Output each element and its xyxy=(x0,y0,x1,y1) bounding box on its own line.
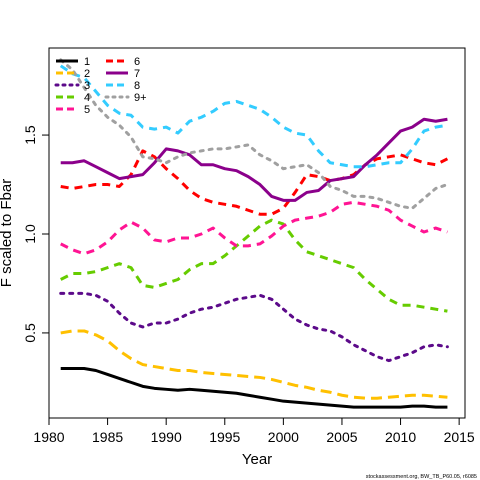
legend-label: 1 xyxy=(84,56,90,68)
legend-item: 9+ xyxy=(104,92,147,104)
x-tick-label: 2000 xyxy=(268,429,299,445)
series-line-9plus xyxy=(59,58,449,210)
y-tick-label: 1.0 xyxy=(22,224,38,244)
series-line-1 xyxy=(60,367,448,409)
legend-label: 5 xyxy=(84,104,90,116)
x-axis-label: Year xyxy=(242,451,272,468)
x-tick-label: 2010 xyxy=(385,429,416,445)
y-axis: 0.5 1.0 1.5 xyxy=(22,125,50,343)
x-tick-label: 2015 xyxy=(444,429,475,445)
y-tick-label: 0.5 xyxy=(22,323,38,343)
legend-item: 2 xyxy=(56,68,90,80)
legend-item: 3 xyxy=(54,80,90,92)
series-line-5 xyxy=(60,200,448,256)
legend-label: 2 xyxy=(84,68,90,80)
legend-label: 4 xyxy=(84,92,90,104)
y-tick-label: 1.5 xyxy=(22,125,38,145)
legend-item: 6 xyxy=(106,56,140,68)
legend-item: 7 xyxy=(106,68,140,80)
series-line-6 xyxy=(60,149,449,216)
x-tick-label: 1990 xyxy=(151,429,182,445)
x-tick-label: 2005 xyxy=(326,429,357,445)
series-line-2 xyxy=(60,329,448,400)
legend-label: 3 xyxy=(84,80,90,92)
plot-frame xyxy=(48,47,466,419)
series-line-8 xyxy=(59,64,448,169)
legend-item: 8 xyxy=(106,80,140,92)
legend-label: 9+ xyxy=(134,92,147,104)
legend-label: 7 xyxy=(134,68,140,80)
x-tick-label: 1985 xyxy=(92,429,123,445)
legend-item: 4 xyxy=(56,92,90,104)
y-axis-label: F scaled to Fbar xyxy=(0,179,15,287)
legend-label: 8 xyxy=(134,80,140,92)
footer-credit: stockassessment.org, BW_TB_P60.05, r6085 xyxy=(366,474,477,480)
x-tick-label: 1980 xyxy=(33,429,64,445)
series-line-3 xyxy=(59,291,449,363)
legend-item: 5 xyxy=(56,104,90,116)
x-tick-label: 1995 xyxy=(209,429,240,445)
series-line-7 xyxy=(60,117,448,202)
legend-item: 1 xyxy=(56,56,90,68)
plot-area xyxy=(59,58,449,409)
legend-label: 6 xyxy=(134,56,140,68)
series-line-4 xyxy=(60,218,448,313)
x-axis: 1980 1985 1990 1995 2000 2005 2010 2015 xyxy=(33,417,475,445)
